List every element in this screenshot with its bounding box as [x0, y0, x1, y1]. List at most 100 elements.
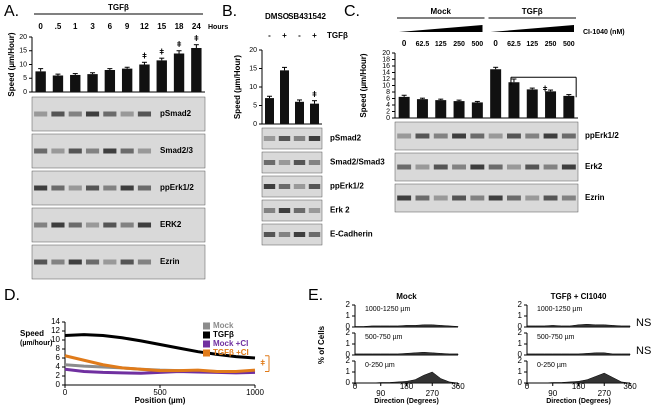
legend-swatch	[203, 340, 210, 348]
y-tick-label: 6	[386, 95, 390, 102]
category-label: 18	[175, 22, 184, 31]
y-tick-label: 0	[346, 378, 351, 387]
blot-band	[506, 133, 521, 139]
blot-band	[397, 133, 412, 139]
y-tick-label: 1	[518, 367, 523, 376]
significance-mark: ǂ	[159, 47, 164, 56]
y-tick-label: 4	[56, 362, 61, 371]
blot-band	[470, 195, 485, 201]
y-tick-label: 20	[382, 50, 390, 57]
bar	[310, 103, 319, 124]
y-tick-label: 2	[346, 328, 351, 337]
blot-band	[293, 208, 306, 213]
y-tick-label: 2	[346, 356, 351, 365]
blot-band	[34, 111, 48, 117]
y-tick-label: 5	[23, 75, 27, 82]
blot-band	[397, 164, 412, 170]
y-tick-label: 0	[518, 378, 523, 387]
blot-band	[85, 111, 100, 117]
blot-band	[68, 185, 82, 191]
category-label: 3	[90, 22, 95, 31]
x-tick-label: 0	[353, 382, 358, 391]
series-line	[64, 354, 256, 373]
y-tick-label: 18	[382, 56, 390, 63]
blot	[394, 152, 579, 182]
blot	[261, 199, 323, 222]
y-tick-label: 16	[382, 63, 390, 70]
category-title: CI-1040 (nM)	[583, 29, 625, 36]
blot-band	[51, 222, 65, 228]
blot-band	[506, 195, 521, 201]
legend-label: Mock	[213, 321, 234, 330]
blot-band	[85, 148, 100, 154]
y-tick-label: 0	[346, 350, 351, 359]
category-label: 12	[140, 22, 149, 31]
blot-band	[293, 232, 306, 237]
histogram-area	[355, 371, 459, 384]
blot-band	[263, 232, 276, 237]
blot-band	[68, 259, 82, 265]
category-label: 24	[192, 22, 201, 31]
blot-band	[488, 195, 503, 201]
blot-band	[68, 111, 82, 117]
y-tick-label: 0	[253, 121, 257, 128]
bar	[453, 101, 465, 118]
row-label: 500-750 µm	[537, 334, 575, 341]
category-label: 15	[157, 22, 166, 31]
y-tick-label: 1	[346, 339, 351, 348]
histogram-area	[527, 372, 631, 384]
blot	[261, 127, 323, 150]
blot-band	[308, 232, 321, 237]
blot-band	[433, 133, 448, 139]
category-label: +	[282, 31, 287, 40]
blot-band	[51, 148, 65, 154]
x-tick-label: 270	[426, 389, 440, 398]
blot-band	[452, 195, 467, 201]
bar	[435, 100, 447, 118]
x-tick-label: 180	[400, 382, 414, 391]
category-label: -	[268, 31, 271, 40]
bar	[563, 95, 575, 118]
blot-band	[543, 133, 558, 139]
blot-band	[561, 195, 576, 201]
blot-band	[397, 195, 412, 201]
y-tick-label: 2	[56, 371, 61, 380]
category-label: .5	[55, 22, 62, 31]
bar	[139, 64, 150, 92]
category-label: 6	[108, 22, 113, 31]
y-tick-label: 20	[19, 34, 27, 41]
category-label: 250	[453, 41, 465, 48]
bar	[295, 101, 304, 124]
bar	[508, 82, 520, 118]
y-tick-label: 6	[56, 353, 61, 362]
blot-band	[543, 164, 558, 170]
bar	[545, 91, 557, 118]
blot-band	[137, 185, 152, 191]
blot-band	[415, 195, 430, 201]
blot-band	[103, 111, 117, 117]
y-tick-label: 0	[386, 115, 390, 122]
blot-label: ppErk1/2	[330, 182, 364, 191]
bar	[265, 98, 274, 124]
significance-mark: ǂ	[177, 40, 182, 49]
panel-label: E.	[308, 287, 323, 304]
y-tick-label: 20	[249, 47, 257, 54]
blot-band	[415, 133, 430, 139]
blot-band	[120, 185, 134, 191]
blot-band	[34, 259, 48, 265]
bar	[416, 99, 428, 118]
blot-band	[120, 111, 134, 117]
column-title: TGFβ + CI1040	[551, 292, 607, 301]
blot-band	[137, 259, 152, 265]
blot-band	[34, 148, 48, 154]
y-tick-label: 4	[386, 102, 390, 109]
blot-label: ppErk1/2	[160, 183, 194, 192]
x-tick-label: 0	[525, 382, 530, 391]
category-label: 250	[545, 41, 557, 48]
blot-band	[452, 164, 467, 170]
series-line	[64, 333, 256, 360]
histogram-area	[354, 324, 459, 328]
blot-band	[120, 148, 134, 154]
bar	[156, 60, 167, 92]
category-label: +	[312, 31, 317, 40]
